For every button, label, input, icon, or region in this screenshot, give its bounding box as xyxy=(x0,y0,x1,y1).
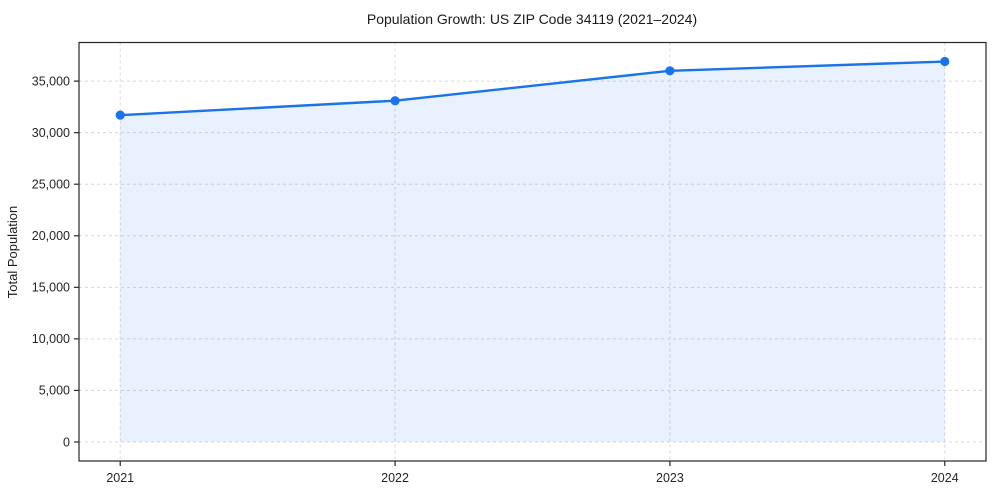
y-tick-label: 30,000 xyxy=(32,126,70,140)
area-fill xyxy=(120,61,945,442)
y-tick-label: 15,000 xyxy=(32,281,70,295)
data-point-2022 xyxy=(390,96,400,106)
y-tick-label: 10,000 xyxy=(32,332,70,346)
x-tick-label: 2022 xyxy=(381,471,409,485)
trend-line xyxy=(119,60,946,117)
x-tick-label: 2023 xyxy=(656,471,684,485)
x-tick-label: 2024 xyxy=(931,471,959,485)
data-point-2023 xyxy=(665,66,675,76)
chart-title: Population Growth: US ZIP Code 34119 (20… xyxy=(367,11,697,27)
x-tick-label: 2021 xyxy=(106,471,134,485)
y-axis-label: Total Population xyxy=(5,206,20,299)
y-tick-label: 20,000 xyxy=(32,229,70,243)
axes-frame xyxy=(78,41,987,462)
y-tick-label: 5,000 xyxy=(39,384,70,398)
y-tick-label: 0 xyxy=(63,435,70,449)
y-tick-label: 25,000 xyxy=(32,178,70,192)
data-point-2024 xyxy=(940,56,950,67)
data-point-2021 xyxy=(115,110,125,120)
plot-area: 0 5,000 10,000 15,000 20,000 25,000 30,000 35,0… xyxy=(32,41,987,485)
y-tick-label: 35,000 xyxy=(32,74,70,88)
